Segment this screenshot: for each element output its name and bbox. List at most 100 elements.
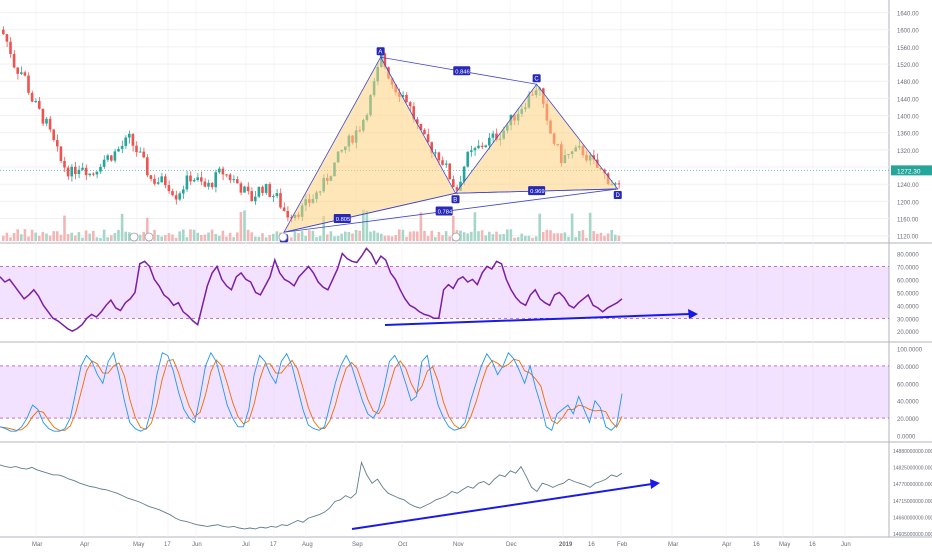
candle-body[interactable] (88, 173, 91, 176)
ratio-badge[interactable] (435, 206, 453, 216)
candle-body[interactable] (56, 140, 59, 147)
candle-body[interactable] (261, 186, 264, 193)
candle-body[interactable] (243, 186, 246, 193)
candle-body[interactable] (196, 177, 199, 180)
candle-body[interactable] (131, 133, 135, 146)
candle-body[interactable] (210, 182, 214, 188)
rsi-line[interactable] (0, 247, 623, 333)
candle-body[interactable] (182, 189, 185, 194)
candle-body[interactable] (66, 167, 70, 177)
candle-body[interactable] (146, 157, 149, 176)
candle-body[interactable] (81, 167, 84, 170)
pattern-point-badge[interactable] (376, 47, 385, 56)
candle-body[interactable] (95, 171, 99, 175)
candle-body[interactable] (41, 108, 45, 124)
stochastic-panel[interactable] (0, 351, 889, 432)
candle-body[interactable] (20, 72, 23, 74)
candle-body[interactable] (383, 53, 387, 68)
event-marker[interactable] (278, 232, 288, 242)
obv-panel[interactable] (0, 460, 623, 530)
candle-body[interactable] (444, 163, 448, 165)
candle-body[interactable] (437, 152, 441, 161)
ratio-badge[interactable] (333, 214, 351, 224)
candle-body[interactable] (214, 172, 217, 188)
candle-body[interactable] (48, 118, 52, 130)
candle-body[interactable] (113, 151, 117, 161)
candle-body[interactable] (264, 184, 268, 193)
candle-body[interactable] (221, 168, 225, 175)
candle-body[interactable] (203, 181, 207, 187)
stoch-d-line[interactable] (0, 358, 623, 431)
candle-body[interactable] (466, 151, 469, 167)
candle-body[interactable] (279, 193, 282, 208)
candle-body[interactable] (419, 123, 423, 130)
candle-body[interactable] (232, 179, 235, 181)
candle-body[interactable] (408, 102, 412, 107)
candle-body[interactable] (9, 41, 12, 54)
candle-body[interactable] (200, 177, 203, 182)
pattern-point-badge[interactable] (532, 74, 541, 83)
candle-body[interactable] (164, 176, 167, 186)
bcd-triangle[interactable] (454, 83, 619, 194)
candle-body[interactable] (2, 29, 5, 35)
candle-body[interactable] (174, 195, 178, 200)
candle-body[interactable] (250, 191, 253, 202)
candle-body[interactable] (52, 129, 55, 141)
candle-body[interactable] (5, 34, 9, 42)
candle-body[interactable] (452, 179, 455, 188)
candle-body[interactable] (135, 145, 138, 153)
candle-body[interactable] (473, 148, 477, 151)
candle-body[interactable] (257, 186, 261, 197)
candle-body[interactable] (225, 174, 228, 176)
candle-body[interactable] (441, 160, 444, 165)
event-marker[interactable] (144, 232, 154, 242)
candle-body[interactable] (290, 217, 293, 219)
candle-body[interactable] (192, 179, 196, 182)
candle-body[interactable] (12, 53, 16, 68)
candle-body[interactable] (207, 182, 210, 187)
trend-arrows[interactable] (351, 309, 698, 530)
candle-body[interactable] (23, 72, 27, 76)
event-marker[interactable] (129, 232, 139, 242)
candle-body[interactable] (423, 129, 426, 135)
candle-body[interactable] (153, 178, 156, 184)
stoch-k-line[interactable] (0, 351, 623, 432)
obv-line[interactable] (0, 460, 623, 530)
candle-body[interactable] (617, 183, 621, 185)
candle-body[interactable] (138, 151, 142, 153)
candle-body[interactable] (286, 210, 289, 218)
candle-body[interactable] (110, 155, 113, 161)
candle-body[interactable] (30, 92, 34, 102)
candle-body[interactable] (117, 148, 120, 152)
candle-body[interactable] (124, 137, 127, 146)
candle-body[interactable] (156, 182, 160, 184)
candle-body[interactable] (614, 183, 617, 185)
candle-body[interactable] (236, 179, 239, 184)
candle-body[interactable] (106, 155, 109, 160)
candle-body[interactable] (128, 133, 131, 138)
candle-body[interactable] (171, 191, 174, 196)
rsi-trend-arrow[interactable] (384, 313, 691, 326)
candle-body[interactable] (268, 184, 271, 197)
candle-body[interactable] (462, 166, 466, 182)
candle-body[interactable] (185, 175, 189, 190)
candle-body[interactable] (405, 95, 408, 103)
candle-body[interactable] (149, 175, 153, 179)
candle-body[interactable] (416, 119, 419, 124)
candle-body[interactable] (178, 193, 181, 200)
candle-body[interactable] (63, 161, 66, 168)
candle-body[interactable] (142, 151, 145, 158)
candle-body[interactable] (167, 185, 171, 192)
candle-body[interactable] (189, 175, 192, 182)
candle-body[interactable] (272, 196, 275, 198)
candle-body[interactable] (84, 167, 88, 176)
candle-body[interactable] (470, 150, 473, 152)
candle-body[interactable] (70, 166, 73, 177)
pattern-point-badge[interactable] (451, 195, 460, 204)
candle-body[interactable] (92, 173, 95, 175)
candle-body[interactable] (455, 187, 459, 191)
candle-body[interactable] (34, 101, 37, 103)
candle-body[interactable] (434, 152, 437, 154)
